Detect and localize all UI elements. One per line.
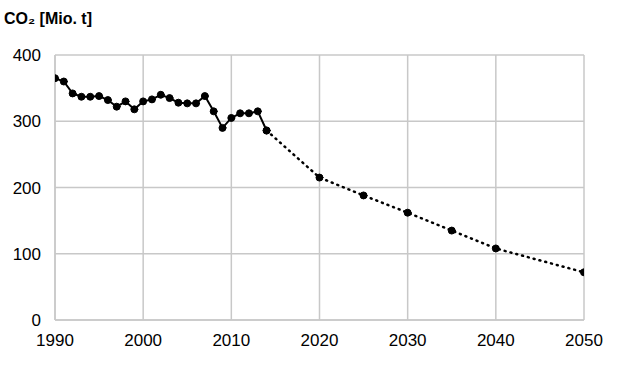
svg-text:2010: 2010	[212, 331, 250, 350]
svg-text:400: 400	[13, 46, 41, 65]
svg-text:2000: 2000	[124, 331, 162, 350]
svg-text:300: 300	[13, 112, 41, 131]
svg-text:2040: 2040	[477, 331, 515, 350]
svg-text:2050: 2050	[565, 331, 603, 350]
svg-text:100: 100	[13, 245, 41, 264]
svg-text:2020: 2020	[301, 331, 339, 350]
svg-text:1990: 1990	[36, 331, 74, 350]
svg-text:2030: 2030	[389, 331, 427, 350]
svg-text:0: 0	[32, 311, 41, 330]
html-text:CO₂ [Mio. t]: CO₂ [Mio. t]	[4, 10, 92, 27]
svg-text:200: 200	[13, 179, 41, 198]
